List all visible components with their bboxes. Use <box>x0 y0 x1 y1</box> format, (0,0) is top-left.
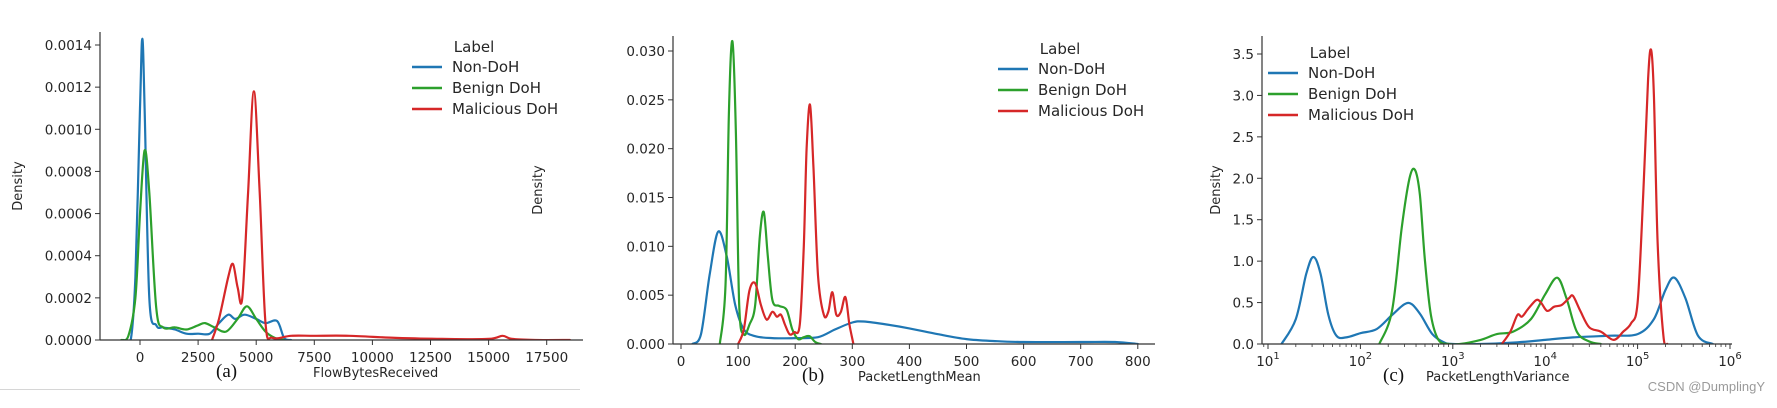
y-tick-label: 0.025 <box>626 93 665 109</box>
x-tick-label: 12500 <box>409 350 452 366</box>
y-tick-label: 0.0014 <box>45 38 92 54</box>
kde-curve-benign-doh <box>1378 167 1602 344</box>
y-tick-label: 0.0000 <box>45 333 92 349</box>
legend-item: Benign DoH <box>1038 81 1127 99</box>
legend-item: Malicious DoH <box>1038 102 1144 120</box>
x-axis-label: FlowBytesReceived <box>313 366 438 381</box>
y-tick-label: 0.020 <box>626 142 665 158</box>
legend-item: Malicious DoH <box>452 100 558 118</box>
x-tick-label: 200 <box>782 354 808 370</box>
kde-curve-benign-doh <box>718 40 822 344</box>
panel-caption: (a) <box>216 361 237 382</box>
kde-curve-non-doh <box>691 230 1139 344</box>
legend-item: Benign DoH <box>1308 85 1397 103</box>
panel-b: 0.000 0.005 0.010 0.015 0.020 0.025 0.030 0 100 2… <box>531 36 1155 386</box>
legend-item: Non-DoH <box>1308 64 1375 82</box>
y-tick-label: 0.5 <box>1233 296 1254 312</box>
legend-item: Non-DoH <box>1038 60 1105 78</box>
legend-title: Label <box>454 38 494 56</box>
kde-curve-non-doh <box>1280 255 1714 344</box>
x-tick-label: 0 <box>677 354 686 370</box>
legend-title: Label <box>1040 40 1080 58</box>
y-tick-label: 0.015 <box>626 191 665 207</box>
y-axis-label: Density <box>531 165 546 215</box>
x-tick-label: 700 <box>1068 354 1094 370</box>
y-tick-label: 0.000 <box>626 337 665 353</box>
y-tick-label: 0.0004 <box>45 249 92 265</box>
x-tick-label: 101 <box>1256 351 1280 370</box>
watermark: CSDN @DumplingY <box>1647 379 1765 394</box>
x-tick-label: 5000 <box>239 350 273 366</box>
legend: Label Non-DoH Benign DoH Malicious DoH <box>998 40 1144 120</box>
x-axis-label: PacketLengthVariance <box>1426 370 1570 385</box>
kde-curve-malicious-doh <box>210 90 571 340</box>
y-tick-label: 0.005 <box>626 288 665 304</box>
y-tick-label: 0.0006 <box>45 207 92 223</box>
y-tick-label: 0.0002 <box>45 291 92 307</box>
kde-curve-benign-doh <box>120 148 286 340</box>
kde-curve-non-doh <box>122 37 293 340</box>
x-tick-label: 500 <box>954 354 980 370</box>
x-axis-label: PacketLengthMean <box>858 370 981 385</box>
y-tick-label: 0.0010 <box>45 122 92 138</box>
x-tick-label: 100 <box>725 354 751 370</box>
divider <box>0 389 580 390</box>
x-tick-label: 103 <box>1441 351 1465 370</box>
y-tick-label: 0.0 <box>1233 337 1254 353</box>
y-tick-label: 0.0008 <box>45 164 92 180</box>
x-tick-label: 600 <box>1011 354 1037 370</box>
y-tick-label: 2.0 <box>1233 171 1254 187</box>
curves <box>120 37 571 340</box>
x-tick-label: 800 <box>1125 354 1151 370</box>
x-tick-label: 102 <box>1349 351 1373 370</box>
y-axis-label: Density <box>1209 165 1224 215</box>
panel-caption: (c) <box>1383 365 1404 386</box>
y-tick-label: 2.5 <box>1233 130 1254 146</box>
legend-item: Benign DoH <box>452 79 541 97</box>
x-tick-label: 400 <box>897 354 923 370</box>
legend: Label Non-DoH Benign DoH Malicious DoH <box>412 38 558 118</box>
kde-curve-malicious-doh <box>737 103 855 344</box>
y-tick-label: 0.0012 <box>45 80 92 96</box>
x-tick-label: 105 <box>1626 351 1650 370</box>
x-tick-label: 7500 <box>297 350 331 366</box>
legend-item: Malicious DoH <box>1308 106 1414 124</box>
y-tick-label: 1.0 <box>1233 254 1254 270</box>
curves <box>1280 48 1714 344</box>
x-tick-label: 106 <box>1718 351 1742 370</box>
y-tick-label: 3.5 <box>1233 47 1254 63</box>
x-tick-label: 300 <box>839 354 865 370</box>
x-tick-label: 2500 <box>181 350 215 366</box>
legend: Label Non-DoH Benign DoH Malicious DoH <box>1268 44 1414 124</box>
y-tick-label: 0.030 <box>626 44 665 60</box>
y-tick-label: 3.0 <box>1233 88 1254 104</box>
panel-a: 0.0000 0.0002 0.0004 0.0006 0.0008 0.0010 0.00… <box>11 32 583 382</box>
x-tick-label: 104 <box>1533 351 1557 370</box>
x-tick-label: 10000 <box>351 350 394 366</box>
panel-caption: (b) <box>802 365 824 386</box>
y-axis-label: Density <box>11 161 26 211</box>
x-tick-label: 0 <box>136 350 145 366</box>
legend-title: Label <box>1310 44 1350 62</box>
legend-item: Non-DoH <box>452 58 519 76</box>
y-tick-label: 1.5 <box>1233 213 1254 229</box>
panel-c: 0.0 0.5 1.0 1.5 2.0 2.5 3.0 3.5 101 102 103 104 105 1… <box>1209 36 1742 386</box>
x-tick-label: 17500 <box>525 350 568 366</box>
curves <box>691 40 1139 344</box>
x-tick-label: 15000 <box>467 350 510 366</box>
y-tick-label: 0.010 <box>626 239 665 255</box>
kde-curve-malicious-doh <box>1500 48 1669 344</box>
